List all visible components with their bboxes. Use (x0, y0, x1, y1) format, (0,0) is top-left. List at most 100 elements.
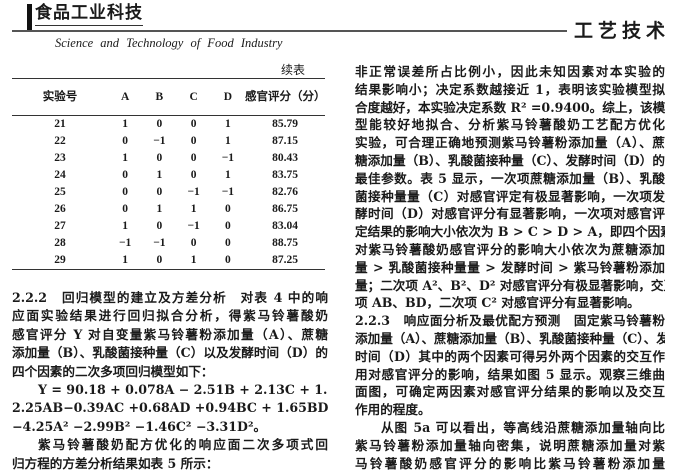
text-line: 2.25AB−0.39AC +0.68AD +0.94BC + 1.65BD−0… (12, 400, 328, 416)
table-row: 28 −1 −1 0 0 88.75 (12, 235, 325, 252)
text-line: 添加量（A）、蔗糖添加量（B）、乳酸菌接种量（C）、发酵 (355, 330, 665, 346)
text-line: 型能较好地拟合、分析紫马铃薯酸奶工艺配方优化 (355, 117, 665, 133)
table-continued-label: 续表 (280, 63, 305, 77)
table-cell: 80.43 (272, 152, 298, 164)
text-line: 合度越好，本实验决定系数 R² =0.9400。综上，该模 (355, 99, 665, 115)
text-line: Y = 90.18 + 0.078A − 2.51B + 2.13C + 1.3… (38, 382, 328, 398)
text-line: 归方程的方差分析结果如表 5 所示： (12, 455, 219, 471)
table-cell: 1 (224, 169, 231, 181)
text-line: 添加量（B）、乳酸菌接种量（C）以及发酵时间（D）的 (12, 345, 328, 361)
table-cell: −1 (221, 186, 235, 198)
table-row: 26 0 1 1 0 86.75 (12, 201, 325, 218)
text-line: 对紫马铃薯酸奶感官评分的影响大小依次为蔗糖添加 (355, 241, 665, 257)
column-header: 感官评分（分） (245, 91, 326, 103)
table-row: 21 1 0 0 1 85.79 (12, 116, 325, 134)
column-header: C (189, 91, 198, 103)
table-row: 23 1 0 0 −1 80.43 (12, 150, 325, 167)
data-table-container: 续表 实验号 A B C D 感官评分（分） 21 1 0 0 1 85.79 22 0 −1 0 1 87.1… (12, 62, 326, 270)
table-cell: 0 (190, 169, 197, 181)
right-column-text: 非正常误差所占比例小，因此未知因素对本实验的 结果影响小；决定系数越接近 1，表明… (355, 63, 665, 472)
table-row: 25 0 0 −1 −1 82.76 (12, 184, 325, 201)
text-line: 紫马铃薯粉添加量轴向密集，说明蔗糖添加量对紫 (355, 437, 665, 453)
text-line: −4.25A² −2.99B² −1.46C² −3.31D²。 (12, 418, 267, 434)
text-line: 菌接种量量（C）对感官评定有极显著影响，一次项发 (355, 188, 665, 204)
experiment-table: 实验号 A B C D 感官评分（分） 21 1 0 0 1 85.79 22 0 −1 0 1 87.15 23… (12, 78, 326, 270)
table-cell: 1 (122, 254, 128, 266)
table-header-row: 实验号 A B C D 感官评分（分） (12, 78, 326, 116)
text-line: 量 > 乳酸菌接种量量 > 发酵时间 > 紫马铃薯粉添加 (355, 259, 665, 275)
text-line: 紫马铃薯酸奶配方优化的响应面二次多项式回 (38, 437, 328, 453)
table-cell: 1 (224, 118, 231, 130)
text-line: 用对感官评分的影响，结果如图 5 显示。观察三维曲 (355, 366, 665, 382)
table-body: 21 1 0 0 1 85.79 22 0 −1 0 1 87.15 23 1 0 0 −1 80.43 24 0 1 0… (12, 116, 325, 270)
text-line: 感官评分 Y 对自变量紫马铃薯粉添加量（A）、蔗糖 (12, 326, 328, 342)
table-cell: 1 (224, 135, 231, 147)
text-line: 量；二次项 A²、B²、D² 对感官评分有极显著影响，交互 (355, 277, 665, 293)
text-line: 2.2.2 回归模型的建立及方差分析 对表 4 中的响 (12, 290, 328, 305)
table-cell: 1 (122, 152, 128, 164)
table-row: 22 0 −1 0 1 87.15 (12, 133, 325, 150)
table-cell: 0 (224, 203, 231, 215)
text-line: 定结果的影响大小依次为 B > C > D > A，即四个因素 (355, 224, 665, 240)
table-cell: 0 (190, 135, 197, 147)
table-cell: 0 (156, 220, 163, 232)
text-line: 酵时间（D）对感官评分有显著影响，一次项对感官评 (355, 206, 665, 222)
text-line: 糖添加量（B）、乳酸菌接种量（C）、发酵时间（D）的 (355, 152, 665, 168)
table-cell: 0 (224, 254, 231, 266)
table-cell: 1 (190, 203, 197, 215)
table-cell: 0 (190, 118, 197, 130)
table-cell: 87.25 (272, 254, 298, 266)
table-cell: 0 (156, 254, 163, 266)
table-row: 24 0 1 0 1 83.75 (12, 167, 325, 184)
table-cell: 86.75 (272, 203, 298, 215)
table-cell: 85.79 (272, 118, 298, 130)
table-cell: 1 (122, 220, 128, 232)
journal-subtitle: Science and Technology of Food Industry (55, 36, 283, 50)
header-rule (12, 30, 567, 32)
text-line: 从图 5a 可以看出，等高线沿蔗糖添加量轴向比 (381, 419, 665, 435)
table-cell: 1 (122, 118, 128, 130)
table-cell: 0 (122, 186, 128, 198)
table-cell: 27 (54, 220, 66, 232)
section-title: 工艺技术 (574, 20, 671, 42)
table-cell: 23 (54, 152, 66, 164)
table-cell: −1 (187, 220, 200, 232)
column-header: 实验号 (42, 91, 78, 103)
table-cell: 82.76 (272, 186, 298, 198)
text-line: 时间（D）其中的两个因素可得另外两个因素的交互作 (355, 348, 665, 364)
table-cell: 88.75 (272, 237, 298, 249)
table-cell: 0 (122, 135, 128, 147)
table-cell: 0 (156, 118, 163, 130)
column-header: A (120, 91, 130, 103)
column-header: B (155, 91, 164, 103)
table-cell: 0 (122, 169, 128, 181)
table-cell: −1 (118, 237, 132, 249)
table-cell: 1 (190, 254, 197, 266)
text-line: 应面实验结果进行回归拟合分析，得紫马铃薯酸奶 (12, 308, 328, 324)
table-row: 29 1 0 1 0 87.25 (12, 252, 325, 270)
table-cell: 1 (156, 169, 163, 181)
table-cell: 0 (190, 237, 197, 249)
table-cell: 24 (54, 169, 66, 181)
table-cell: 1 (156, 203, 163, 215)
text-line: 项 AB、BD，二次项 C² 对感官评分有显著影响。 (355, 295, 640, 311)
column-header: D (223, 91, 233, 103)
table-cell: 29 (54, 254, 66, 266)
table-cell: 0 (224, 237, 231, 249)
text-line: 非正常误差所占比例小，因此未知因素对本实验的 (355, 64, 665, 79)
text-line: 面图，可确定两因素对感官评分结果的影响以及交互 (355, 384, 665, 400)
left-column-text: 2.2.2 回归模型的建立及方差分析 对表 4 中的响 应面实验结果进行回归拟合分… (12, 289, 328, 473)
text-line: 作用的程度。 (355, 402, 431, 418)
table-cell: 0 (156, 186, 163, 198)
journal-logo: 食品工业科技 (35, 3, 143, 26)
table-cell: 26 (54, 203, 66, 215)
text-line: 结果影响小；决定系数越接近 1，表明该实验模型拟 (355, 81, 665, 97)
table-cell: −1 (187, 186, 200, 198)
table-cell: 0 (190, 152, 197, 164)
table-cell: 0 (224, 220, 231, 232)
table-cell: 83.04 (272, 220, 298, 232)
table-cell: 0 (122, 203, 128, 215)
table-cell: −1 (153, 237, 166, 249)
text-line: 四个因素的二次多项回归模型如下： (12, 363, 214, 379)
table-cell: 25 (54, 186, 66, 198)
